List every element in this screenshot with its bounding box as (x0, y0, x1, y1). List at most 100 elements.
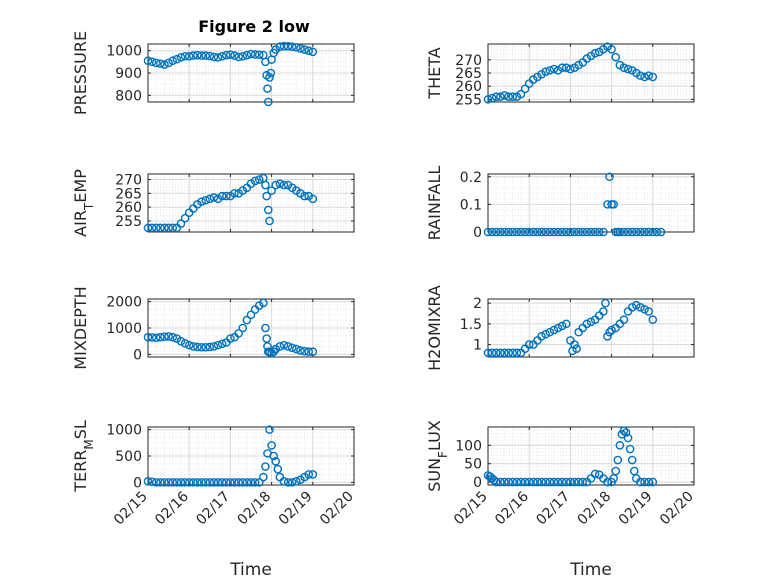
panel-7-xtick-label: 02/18 (235, 489, 275, 529)
panel-3-data-point (300, 191, 309, 201)
panel-8-data-point (504, 477, 513, 487)
panel-3-data-point (180, 213, 190, 223)
panel-1-data-point (209, 52, 219, 62)
panel-4-data-point (619, 227, 629, 237)
panel-3-data-point (156, 223, 165, 233)
panel-1-data-point (193, 50, 202, 60)
panel-3-ytick-label: 255 (115, 214, 142, 230)
panel-7-data-point (168, 478, 178, 487)
panel-3-data-point (197, 197, 206, 206)
panel-8-data-point (611, 466, 621, 476)
panel-3-data-point (271, 180, 281, 190)
panel-3-data-point (176, 219, 186, 229)
panel-6-data-point (553, 323, 563, 333)
panel-2-data-point (611, 52, 621, 62)
panel-6-data-point (504, 348, 513, 358)
panel-3-ytick-label: 270 (115, 173, 142, 189)
panel-2-ytick-label: 270 (455, 53, 482, 69)
panel-4-data-point (632, 227, 641, 237)
panel-3-data-point (201, 195, 210, 205)
panel-7-ytick-label: 1000 (106, 423, 142, 439)
panel-6-data-point (632, 300, 641, 310)
panel-6-data-point (524, 340, 534, 349)
panel-1-ytick-label: 900 (115, 66, 142, 82)
panel-3-data-point (264, 205, 273, 215)
panel-3-axes-box (147, 173, 355, 233)
panel-8-data-point (491, 477, 501, 487)
panel-8-data-point (557, 477, 567, 487)
panel-7-data-point (205, 478, 215, 487)
panel-3-data-point (205, 194, 215, 204)
panel-5-data-point (201, 342, 210, 352)
panel-7-data-point (160, 478, 169, 487)
panel-5-data-point (180, 338, 190, 348)
panel-3-data-point (254, 175, 264, 184)
panel-2-ytick-label: 260 (455, 79, 482, 95)
panel-8-xtick-label: 02/15 (451, 489, 491, 529)
panel-8-ytick-label: 100 (455, 438, 482, 454)
panel-4-data-point (590, 227, 600, 237)
panel-1-data-point (287, 42, 297, 51)
panel-6-data-point (601, 298, 610, 308)
panel-2-data-point (487, 93, 497, 103)
panel-6-data-point (508, 348, 518, 358)
panel-5-data-point (238, 323, 248, 333)
panel-1-data-point (143, 56, 153, 66)
panel-4-data-point (520, 227, 530, 237)
panel-8-data-point (644, 477, 653, 487)
panel-2-ylabel: THETA (425, 47, 444, 99)
panel-1-ylabel: PRESSURE (71, 31, 90, 115)
panel-2-data-point (545, 66, 555, 75)
panel-8-data-point (621, 428, 631, 437)
panel-8-data-point (529, 477, 538, 487)
panel-6-ytick-label: 1 (473, 338, 482, 354)
panel-7-data-point (234, 478, 243, 487)
panel-1-data-point (151, 58, 161, 68)
panel-2-data-point (566, 64, 575, 74)
panel-5-data-point (151, 333, 161, 343)
panel-6-ytick-label: 2 (473, 296, 482, 312)
panel-7-data-point (197, 478, 206, 487)
panel-6-data-point (541, 329, 550, 339)
panel-8-data-point (625, 444, 635, 454)
panel-4-data-point (545, 227, 555, 237)
panel-6-data-point (599, 307, 608, 316)
panel-8-data-point (508, 477, 518, 487)
panel-3-data-point (308, 194, 318, 204)
panel-2-data-point (496, 92, 505, 102)
panel-4-data-point (483, 227, 493, 237)
panel-5-data-point (205, 342, 215, 352)
panel-1-data-point (160, 60, 169, 69)
panel-6-data-point (500, 348, 509, 358)
panel-1-data-point (234, 52, 243, 62)
panel-7-xtick-label: 02/19 (276, 489, 316, 529)
panel-5-data-point (279, 340, 289, 350)
panel-3-data-point (261, 180, 270, 190)
panel-6-data-point (582, 319, 592, 329)
panel-3-data-point (262, 191, 271, 201)
panel-6-data-point (496, 348, 505, 358)
panel-4-data-point (656, 227, 666, 237)
panel-4-data-point (566, 227, 575, 237)
panel-8-xtick-label: 02/17 (533, 489, 573, 529)
panel-4-data-point (594, 227, 604, 237)
panel-6-data-point (648, 315, 658, 325)
panel-5-ytick-label: 2000 (106, 295, 142, 311)
panel-6-data-point (636, 302, 645, 312)
panel-2-data-point (623, 64, 633, 74)
panel-1-data-point (156, 59, 165, 68)
panel-1-data-point (168, 56, 178, 66)
panel-6-data-point (483, 348, 493, 358)
panel-8-data-point (520, 477, 530, 487)
panel-3-data-point (230, 189, 239, 198)
panel-6-data-point (487, 348, 497, 358)
panel-1-data-point (221, 50, 231, 60)
panel-1-data-point (246, 49, 256, 59)
panel-3-data-point (221, 191, 231, 201)
panel-4-data-point (516, 227, 526, 237)
panel-7-data-point (193, 478, 202, 487)
panel-1-data-point (217, 51, 227, 61)
panel-8-ylabel: SUNFLUX (425, 420, 450, 492)
panel-4-data-point (537, 227, 546, 237)
